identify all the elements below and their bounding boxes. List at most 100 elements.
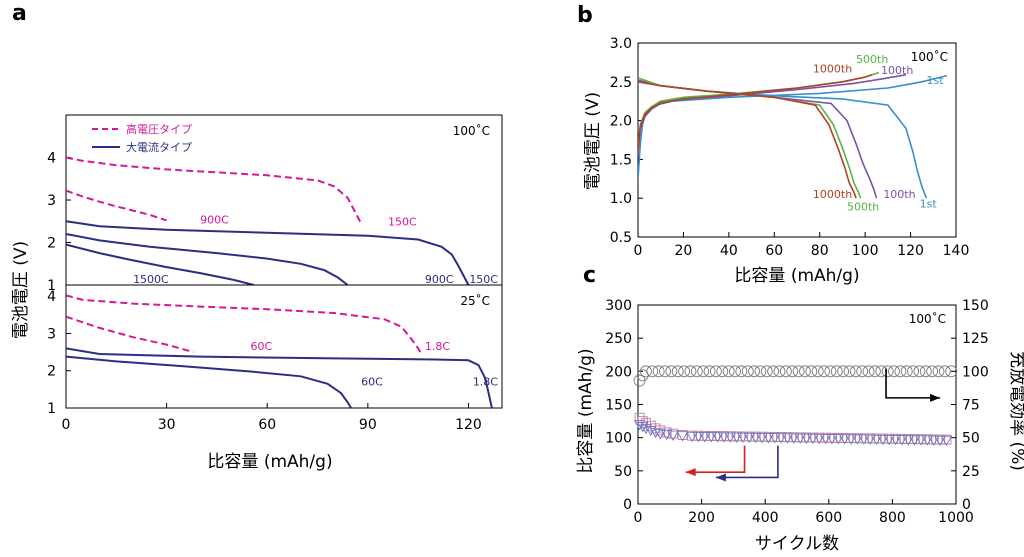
c-xtick-label: 800 xyxy=(879,510,906,526)
a-bottom-series xyxy=(66,294,493,408)
efficiency-point xyxy=(678,365,691,378)
a-bottom-ytick-label: 1 xyxy=(47,401,56,417)
charge-capacity-point xyxy=(725,431,736,442)
discharge-capacity-point xyxy=(915,435,927,446)
charge-capacity-point xyxy=(687,430,698,441)
data-label: 60C xyxy=(361,376,383,389)
discharge-capacity-point xyxy=(711,432,724,443)
charge-capacity-point xyxy=(757,431,767,442)
charge-capacity-point xyxy=(941,434,952,445)
condition-label: 100˚C xyxy=(911,49,948,64)
discharge-capacity-point xyxy=(686,431,698,443)
b-ytick-label: 1.5 xyxy=(610,152,632,168)
arrow-right-axis xyxy=(885,368,941,399)
discharge-capacity-point xyxy=(826,434,838,445)
efficiency-point xyxy=(837,365,850,378)
efficiency-point xyxy=(716,365,729,378)
a-top-ytick-label: 3 xyxy=(47,193,56,209)
discharge-capacity-point xyxy=(768,433,781,444)
arrow-left-axis xyxy=(715,445,779,479)
c-ytick-label: 100 xyxy=(605,431,632,447)
a-top-ytick-label: 4 xyxy=(47,151,56,167)
arrow-head-left-axis xyxy=(685,468,696,477)
efficiency-point xyxy=(938,365,951,378)
charge-capacity-point xyxy=(877,433,888,444)
panel-b-ylabel: 電池電圧 (V) xyxy=(583,92,603,190)
discharge-capacity-point xyxy=(730,432,743,443)
b-ytick-label: 1.0 xyxy=(610,191,632,207)
data-label: 900C xyxy=(200,213,229,226)
arrow-head-left-axis xyxy=(715,473,726,482)
discharge-capacity-point xyxy=(699,432,711,443)
data-label: 60C xyxy=(250,340,272,353)
discharge-capacity-point xyxy=(775,433,787,444)
panel-letter-a: a xyxy=(12,1,27,26)
efficiency-point xyxy=(926,365,939,378)
condition-label: 25˚C xyxy=(460,293,490,308)
charge-capacity-point xyxy=(820,432,831,443)
discharge-capacity-point xyxy=(781,433,794,444)
a-bottom-ytick-label: 3 xyxy=(47,326,56,342)
b-xtick-label: 60 xyxy=(765,243,783,259)
series-line-1000th-discharge xyxy=(638,81,857,199)
series-line-high-current-1500C xyxy=(66,243,255,285)
efficiency-point xyxy=(703,365,716,378)
panel-b: b 電池電圧 (V) 比容量 (mAh/g) 0.5 1.0 1.5 2.0 2.5 3.… xyxy=(577,3,969,286)
discharge-capacity-point xyxy=(640,423,652,435)
efficiency-point xyxy=(792,365,805,378)
c-y2tick-label: 100 xyxy=(962,364,989,380)
efficiency-point xyxy=(907,365,920,378)
series-line-high-voltage-900C xyxy=(66,189,167,222)
discharge-capacity-point xyxy=(788,433,800,444)
a-bottom-xtick-label: 0 xyxy=(62,417,71,433)
charge-capacity-point xyxy=(928,434,939,445)
b-ytick-label: 3.0 xyxy=(610,36,632,52)
discharge-capacity-point xyxy=(633,419,646,431)
data-label: 150C xyxy=(388,216,417,229)
charge-capacity-point xyxy=(737,431,748,442)
discharge-capacity-point xyxy=(756,432,768,444)
c-y2tick-label: 25 xyxy=(962,464,980,480)
charge-capacity-point xyxy=(865,433,876,444)
discharge-capacity-point xyxy=(807,433,819,445)
discharge-capacity-point xyxy=(902,435,915,446)
discharge-capacity-point xyxy=(908,435,921,446)
discharge-capacity-point xyxy=(676,431,689,442)
panel-c-ylabel-left: 比容量 (mAh/g) xyxy=(576,348,596,473)
discharge-capacity-point xyxy=(649,427,662,439)
b-xtick-label: 140 xyxy=(943,243,970,259)
charge-capacity-point xyxy=(661,427,672,438)
charge-capacity-point xyxy=(890,433,901,444)
charge-capacity-point xyxy=(839,433,850,443)
charge-capacity-point xyxy=(769,431,780,442)
discharge-capacity-point xyxy=(877,434,889,446)
efficiency-point xyxy=(888,365,900,378)
series-line-100th-discharge xyxy=(638,79,878,199)
b-series xyxy=(638,71,948,199)
efficiency-point xyxy=(735,365,748,378)
data-label: 100th xyxy=(881,64,913,77)
a-bottom-frame xyxy=(65,284,503,409)
discharge-capacity-point xyxy=(832,434,845,445)
efficiency-point xyxy=(640,365,652,378)
charge-capacity-point xyxy=(668,428,678,439)
efficiency-point xyxy=(671,365,684,378)
series-line-high-current-60C xyxy=(66,355,352,408)
data-label: 100th xyxy=(883,188,915,201)
a-top-ytick-label: 1 xyxy=(47,278,56,294)
efficiency-point xyxy=(830,365,843,378)
condition-label: 100˚C xyxy=(453,123,490,138)
b-ytick-label: 2.5 xyxy=(610,75,632,91)
charge-capacity-point xyxy=(699,430,710,441)
discharge-capacity-point xyxy=(737,432,749,444)
legend-a: 高電圧タイプ 大電流タイプ xyxy=(92,122,192,154)
series-line-high-voltage-60C xyxy=(66,315,194,354)
data-label: 500th xyxy=(856,53,888,66)
panel-letter-b: b xyxy=(577,3,593,28)
charge-capacity-point xyxy=(677,430,688,440)
efficiency-point xyxy=(894,365,907,378)
discharge-capacity-point xyxy=(743,432,756,444)
c-frame xyxy=(637,304,957,505)
charge-capacity-point xyxy=(744,431,755,442)
